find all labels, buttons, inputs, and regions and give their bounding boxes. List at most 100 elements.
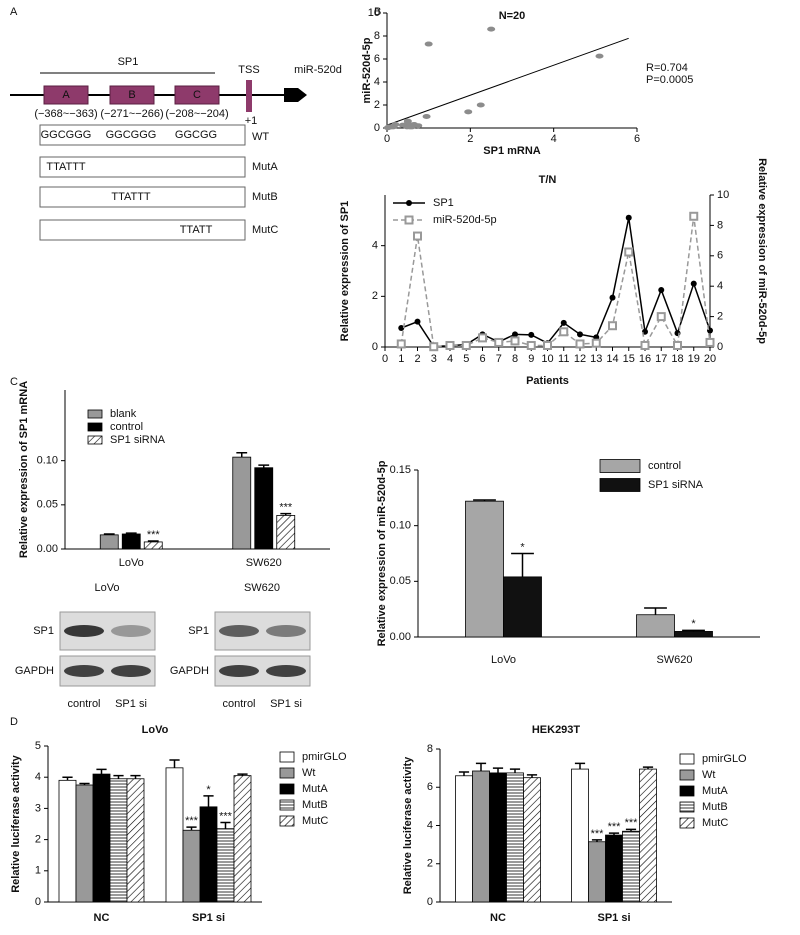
legend-marker	[404, 215, 414, 225]
construct-name: MutA	[252, 161, 278, 173]
lane-label: SP1 si	[115, 698, 147, 710]
error-bar	[169, 759, 180, 768]
y-tick-label: 4	[372, 240, 378, 252]
bar	[276, 515, 296, 550]
legend-label: MutB	[302, 799, 328, 811]
line-marker	[640, 340, 650, 350]
y-tick-label: 0.15	[390, 464, 411, 476]
line-marker	[673, 340, 682, 350]
y-tick-label: 6	[427, 781, 433, 793]
legend-label: SP1 siRNA	[110, 434, 166, 446]
panel-label: D	[10, 716, 18, 728]
legend-swatch	[679, 753, 695, 765]
x-tick-label: SW620	[246, 557, 282, 569]
blot-row-label: SP1	[188, 625, 209, 637]
error-bar	[591, 839, 603, 842]
bar	[455, 775, 473, 903]
legend-swatch	[279, 751, 295, 763]
line-marker	[461, 340, 471, 350]
bar	[674, 631, 713, 638]
x-tick-label: NC	[94, 912, 110, 924]
error-bar	[642, 766, 654, 770]
y-axis-label: Relative expression of SP1	[339, 201, 351, 342]
blot-row-label: GAPDH	[170, 665, 209, 677]
error-bar	[458, 771, 470, 776]
chart-title: HEK293T	[532, 724, 581, 736]
bar	[571, 768, 589, 903]
legend-label: SP1 siRNA	[648, 479, 704, 491]
y-tick-label: 2	[35, 834, 41, 846]
legend-swatch	[679, 801, 695, 813]
scatter-point	[422, 114, 431, 119]
x-axis-label: SP1 mRNA	[483, 145, 541, 157]
y-tick-label: 10	[717, 189, 729, 201]
series-line	[400, 217, 711, 348]
legend-swatch	[679, 817, 695, 829]
blot-band	[219, 625, 259, 637]
sequence: TTATT	[180, 224, 213, 236]
line-marker	[625, 214, 632, 221]
bar	[232, 456, 252, 550]
error-bar	[608, 832, 620, 836]
line-marker	[608, 321, 617, 331]
line-marker	[575, 339, 585, 349]
panel-label: B	[374, 6, 381, 18]
line-marker	[478, 333, 487, 343]
legend-marker	[406, 200, 412, 206]
error-bar	[682, 629, 705, 632]
trendline	[386, 37, 629, 126]
x-tick-label: 14	[606, 353, 618, 365]
error-bar	[625, 828, 637, 832]
site-name: B	[128, 89, 135, 101]
error-bar	[113, 774, 124, 779]
y-tick-label: 0.00	[390, 631, 411, 643]
x-tick-label: 9	[528, 353, 534, 365]
bar	[58, 779, 77, 903]
y-tick-label: 0.10	[390, 520, 411, 532]
error-bar	[62, 776, 73, 781]
x-tick-label: 2	[414, 353, 420, 365]
blot-title: LoVo	[94, 582, 119, 594]
legend-swatch	[679, 769, 695, 781]
x-tick-label: 2	[467, 133, 473, 145]
error-bar	[509, 768, 521, 773]
site-range: (−208~−204)	[165, 108, 228, 120]
blot-band	[64, 625, 104, 637]
legend-swatch	[279, 783, 295, 795]
y-tick-label: 1	[35, 865, 41, 877]
legend-label: control	[110, 421, 143, 433]
error-bar	[473, 499, 496, 502]
construct-name: MutB	[252, 191, 278, 203]
legend-label: Wt	[302, 767, 315, 779]
bar	[199, 806, 218, 903]
bar	[182, 829, 201, 903]
y-axis-label: Relative luciferase activity	[402, 756, 414, 894]
significance-marker: *	[691, 618, 696, 630]
legend-swatch	[279, 767, 295, 779]
bar	[233, 775, 252, 903]
x-axis-label: Patients	[526, 375, 569, 387]
sequence: TTATTT	[111, 191, 151, 203]
tss-label: TSS	[238, 64, 259, 76]
y-tick-label: 0	[427, 896, 433, 908]
construct-box	[39, 219, 246, 241]
legend-label: MutC	[302, 815, 328, 827]
y-tick-label: 0	[717, 341, 723, 353]
x-tick-label: 3	[431, 353, 437, 365]
y-axis-label: Relative expression of SP1 mRNA	[18, 381, 30, 558]
sequence: GGCGGG	[106, 129, 157, 141]
blot-title: SW620	[244, 582, 280, 594]
y-tick-label: 8	[427, 743, 433, 755]
binding-site	[109, 85, 155, 105]
error-bar	[125, 532, 137, 534]
legend-label: Wt	[702, 769, 715, 781]
site-range: (−271~−266)	[100, 108, 163, 120]
y-tick-label: 0.05	[390, 575, 411, 587]
error-bar	[492, 767, 504, 773]
x-tick-label: 19	[688, 353, 700, 365]
line-marker	[560, 319, 567, 326]
lane-label: control	[222, 698, 255, 710]
legend-label: pmirGLO	[702, 753, 747, 765]
y-tick-label: 0.10	[37, 455, 58, 467]
